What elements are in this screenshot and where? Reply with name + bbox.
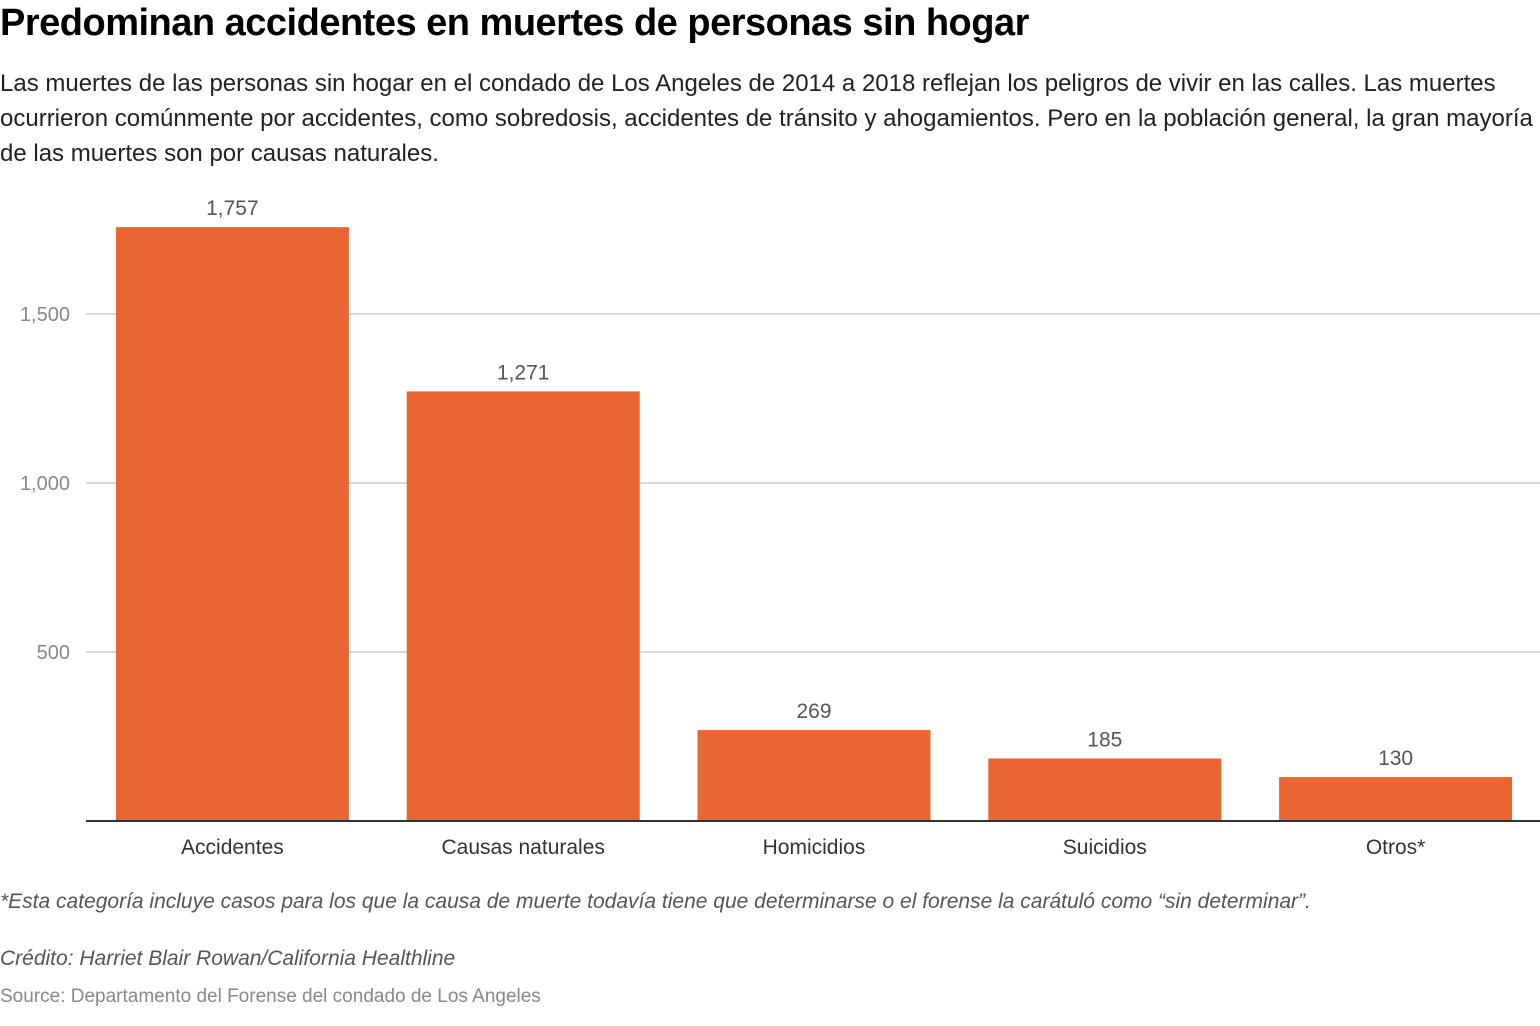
chart-title: Predominan accidentes en muertes de pers…	[0, 2, 1029, 44]
bar-value-label: 130	[1378, 747, 1413, 770]
value-labels: 1,757 1,271 269 185 130	[206, 197, 1413, 770]
bar	[115, 227, 349, 821]
bar	[988, 758, 1222, 821]
x-tick-label: Causas naturales	[441, 836, 604, 859]
credit: Crédito: Harriet Blair Rowan/California …	[0, 947, 456, 970]
bars	[115, 227, 1513, 821]
y-tick-label: 1,500	[20, 304, 70, 326]
bar-value-label: 1,271	[497, 361, 550, 384]
x-axis-labels: Accidentes Causas naturales Homicidios Suic…	[181, 836, 1425, 859]
x-tick-label: Accidentes	[181, 836, 284, 859]
bar-chart: 500 1,000 1,500 1,757 1,271 269 185 130 Accide…	[20, 197, 1540, 859]
y-tick-label: 500	[37, 642, 70, 664]
x-tick-label: Suicidios	[1063, 836, 1147, 859]
y-axis-ticks: 500 1,000 1,500	[20, 304, 70, 664]
bar	[1279, 777, 1513, 821]
footnote: *Esta categoría incluye casos para los q…	[0, 890, 1311, 913]
y-tick-label: 1,000	[20, 473, 70, 495]
x-tick-label: Homicidios	[763, 836, 866, 859]
source: Source: Departamento del Forense del con…	[0, 986, 541, 1007]
chart-description: Las muertes de las personas sin hogar en…	[0, 70, 1533, 167]
x-tick-label: Otros*	[1366, 836, 1426, 859]
bar	[697, 730, 931, 821]
bar	[406, 391, 640, 821]
bar-value-label: 269	[796, 700, 831, 723]
bar-value-label: 1,757	[206, 197, 259, 220]
bar-value-label: 185	[1087, 728, 1122, 751]
